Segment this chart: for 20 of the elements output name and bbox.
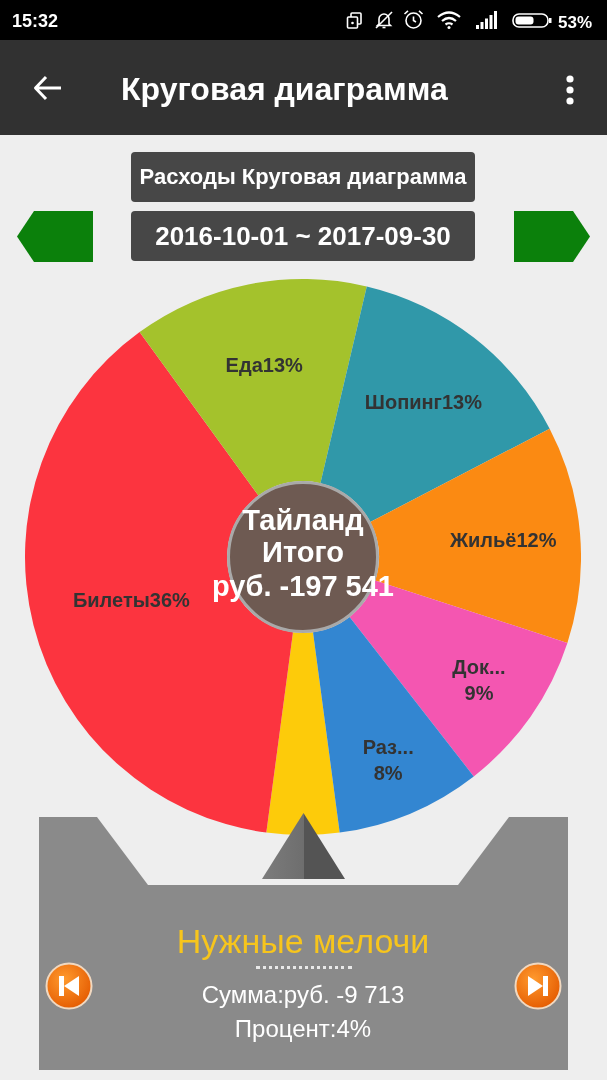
text: Итого xyxy=(262,535,344,568)
slice-label: Док... xyxy=(452,656,506,679)
slice-label: Еда13% xyxy=(225,353,304,376)
text: Сумма:руб. -9 713 xyxy=(201,981,405,1008)
slice-label: Билеты36% xyxy=(72,589,191,612)
chart-title: Расходы Круговая диаграмма xyxy=(139,164,467,189)
chart-subtitle: 2016-10-01 ~ 2017-09-30 xyxy=(155,221,451,251)
slice-label: Шопинг13% xyxy=(364,391,483,414)
slice-label: Жильё12% xyxy=(448,529,557,552)
data-label: 8% xyxy=(373,762,403,785)
slice-label: Нужные мелочи xyxy=(176,922,430,960)
donut-slice xyxy=(139,279,367,496)
donut-slice xyxy=(266,632,340,835)
text: Процент:4% xyxy=(234,1015,372,1042)
text: Круговая диаграмма xyxy=(121,71,448,107)
text: 15:32 xyxy=(12,11,59,31)
text: Тайланд xyxy=(242,503,364,536)
text: 53% xyxy=(558,12,593,32)
slice-label: Раз... xyxy=(362,736,414,759)
data-label: 9% xyxy=(464,682,494,705)
